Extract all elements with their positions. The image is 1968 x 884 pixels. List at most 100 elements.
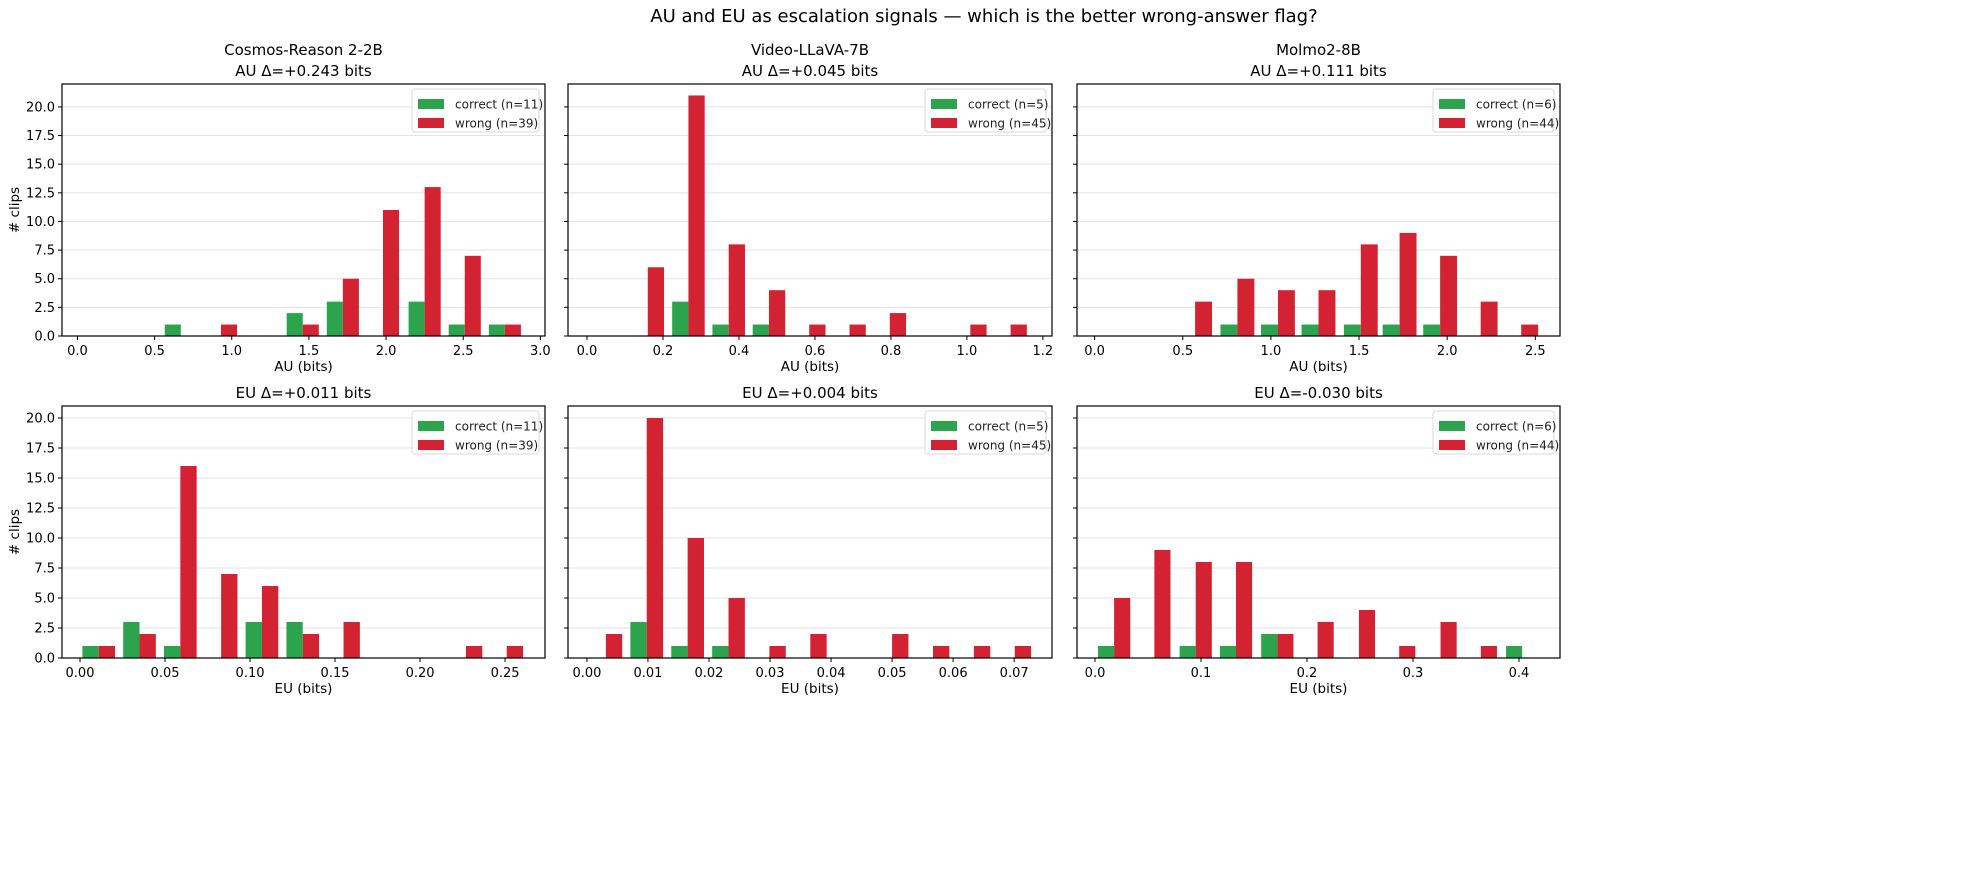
y-tick-label: 17.5 [26,129,55,144]
y-axis-label: # clips [7,509,23,555]
correct-bar [1301,324,1319,336]
axes-frame [1076,83,1561,337]
legend-swatch [931,118,957,128]
correct-bar [1506,646,1523,658]
figure-title: AU and EU as escalation signals — which … [650,6,1317,27]
y-tick-label: 17.5 [26,442,55,457]
legend: correct (n=6) wrong (n=44) [1432,88,1559,133]
wrong-bar [180,466,197,658]
wrong-bar [1399,646,1416,658]
x-tick-label: 1.0 [957,344,978,359]
x-tick-label: 3.0 [530,344,551,359]
x-tick-label: 0.4 [1509,666,1530,681]
x-tick-label: 0.2 [1297,666,1318,681]
correct-bar [1179,646,1196,658]
y-tick-label: 2.5 [34,622,55,637]
x-tick-label: 0.4 [729,344,750,359]
correct-bar [1423,324,1441,336]
legend-label: correct (n=11) [455,98,543,112]
subplot-title: EU Δ=+0.004 bits [742,384,878,402]
correct-bar [286,313,303,336]
x-tick-label: 0.02 [695,666,724,681]
legend-label: correct (n=6) [1476,98,1557,112]
wrong-bar [1277,290,1295,336]
x-tick-label: 0.3 [1403,666,1424,681]
wrong-bar [1154,550,1171,658]
x-axis-label: AU (bits) [781,359,840,375]
legend-label: correct (n=5) [968,98,1049,112]
x-tick-label: 0.2 [653,344,674,359]
wrong-bar [1317,622,1334,658]
correct-bar [1261,324,1278,336]
legend-swatch [418,99,444,109]
correct-bar [1097,646,1115,658]
wrong-bar [973,646,991,658]
x-tick-label: 0.00 [66,666,95,681]
x-tick-label: 0.05 [151,666,180,681]
x-tick-label: 0.10 [236,666,265,681]
correct-bar [672,301,689,336]
x-axis-label: EU (bits) [1290,681,1348,697]
wrong-bar [1480,646,1497,658]
subplot-model-title: Cosmos-Reason 2-2B [224,41,383,59]
wrong-bar [343,622,360,658]
x-tick-label: 0.04 [817,666,846,681]
correct-bar [245,622,262,658]
wrong-bar [1480,301,1498,336]
correct-bar [488,324,505,336]
y-tick-label: 5.0 [34,592,55,607]
x-tick-label: 0.05 [878,666,907,681]
y-tick-label: 12.5 [26,186,55,201]
legend-swatch [1439,118,1465,128]
legend-label: correct (n=6) [1476,420,1557,434]
wrong-bar [728,598,745,658]
x-tick-label: 1.0 [1261,344,1282,359]
x-tick-label: 1.5 [299,344,320,359]
legend: correct (n=6) wrong (n=44) [1432,410,1559,455]
subplot-title: AU Δ=+0.243 bits [235,62,372,80]
wrong-bar [302,324,319,336]
legend-swatch [418,421,444,431]
wrong-bar [849,324,866,336]
x-tick-label: 0.01 [633,666,662,681]
axes-frame [61,405,546,659]
x-tick-label: 0.8 [881,344,902,359]
wrong-bar [1195,301,1213,336]
legend-swatch [418,440,444,450]
wrong-bar [647,267,665,336]
x-tick-label: 0.0 [1084,344,1105,359]
wrong-bar [342,278,359,336]
correct-bar [712,324,729,336]
wrong-bar [504,324,521,336]
axes-frame [61,83,546,337]
correct-bar [630,622,647,658]
correct-bar [1219,646,1236,658]
correct-bar [82,646,99,658]
correct-bar [326,301,343,336]
x-axis-label: AU (bits) [1289,359,1348,375]
legend-swatch [931,421,957,431]
axes-frame [567,405,1053,659]
x-tick-label: 0.20 [406,666,435,681]
x-tick-label: 0.0 [577,344,598,359]
wrong-bar [769,646,786,658]
wrong-bar [1235,562,1253,658]
legend-swatch [1439,440,1465,450]
x-tick-label: 0.06 [939,666,968,681]
x-axis-label: AU (bits) [274,359,333,375]
y-tick-label: 12.5 [26,502,55,517]
x-axis-label: EU (bits) [275,681,333,697]
x-tick-label: 0.15 [321,666,350,681]
y-tick-label: 0.0 [34,330,55,345]
y-tick-label: 2.5 [34,301,55,316]
wrong-bar [892,634,909,658]
y-tick-label: 20.0 [26,100,55,115]
wrong-bar [1440,255,1458,336]
wrong-bar [465,646,483,658]
wrong-bar [1360,244,1378,336]
legend-label: correct (n=5) [968,420,1049,434]
y-axis-label: # clips [7,187,23,233]
correct-bar [1220,324,1238,336]
correct-bar [752,324,769,336]
